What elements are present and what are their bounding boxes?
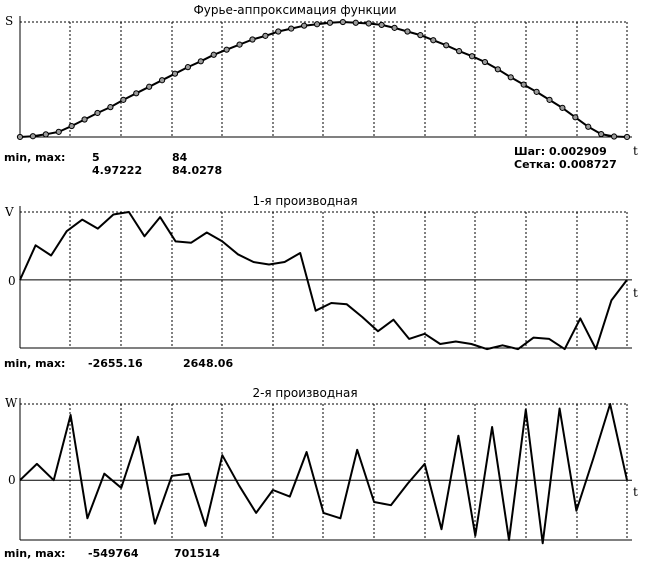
data-point <box>481 58 489 66</box>
data-point <box>158 77 166 84</box>
data-point <box>378 21 385 29</box>
max-value: 701514 <box>174 547 220 560</box>
minmax-label: min, max: <box>4 151 65 164</box>
data-point <box>55 128 62 135</box>
data-point <box>404 28 411 35</box>
data-point <box>210 51 217 58</box>
data-point <box>533 88 540 95</box>
y-axis-label: W <box>5 396 18 410</box>
data-point <box>443 42 450 49</box>
minmax-label: min, max: <box>4 357 65 370</box>
data-point <box>81 116 88 123</box>
data-point <box>339 18 346 26</box>
data-point <box>559 104 566 111</box>
min-value: -549764 <box>88 547 139 560</box>
x-axis-label: t <box>633 286 638 300</box>
data-point <box>171 70 179 77</box>
data-point <box>417 32 424 39</box>
data-point <box>301 22 308 29</box>
y-axis-label: V <box>4 205 14 219</box>
chart-fourier: Фурье-аппроксимация функции S t min, max… <box>4 3 638 177</box>
data-point <box>365 20 372 27</box>
plot-frame <box>19 16 632 138</box>
data-point <box>313 21 321 28</box>
x-axis-label: t <box>633 144 638 158</box>
step-label: Шаг: 0.002909 <box>514 145 607 158</box>
data-point <box>197 58 204 65</box>
data-point <box>94 109 101 117</box>
data-point <box>326 19 334 26</box>
data-point <box>223 46 230 53</box>
grid-step-label: Сетка: 0.008727 <box>514 158 617 171</box>
min-value: 5 <box>92 151 100 164</box>
data-point <box>456 48 463 55</box>
data-point <box>146 83 153 90</box>
chart-title: Фурье-аппроксимация функции <box>193 3 396 17</box>
plot-frame <box>19 398 632 541</box>
zero-label: 0 <box>8 274 16 288</box>
data-point <box>29 133 37 140</box>
data-point <box>184 64 191 71</box>
data-point <box>598 130 605 138</box>
data-point <box>262 32 269 39</box>
data-point <box>249 36 256 43</box>
zero-label: 0 <box>8 473 16 487</box>
grid <box>20 21 627 137</box>
data-point <box>430 37 437 44</box>
data-point <box>107 104 114 111</box>
data-point <box>16 133 24 141</box>
data-point <box>520 81 527 88</box>
min-value: -2655.16 <box>88 357 143 370</box>
data-point <box>275 28 282 35</box>
plot-frame <box>19 206 632 349</box>
data-point <box>507 74 514 81</box>
data-point <box>572 114 579 121</box>
grid <box>20 403 627 540</box>
data-point <box>42 131 49 138</box>
data-point <box>352 19 359 26</box>
data-point <box>494 66 501 73</box>
x-axis-label: t <box>633 485 638 499</box>
data-point <box>468 53 476 60</box>
data-point <box>236 41 243 48</box>
data-point <box>68 122 75 130</box>
series-markers <box>16 18 631 141</box>
chart-title: 2-я производная <box>252 386 357 400</box>
y-axis-label: S <box>5 14 13 28</box>
series-line <box>19 211 628 351</box>
chart-first-derivative: 1-я производная V 0 t min, max: -2655.16… <box>4 194 638 370</box>
chart-second-derivative: 2-я производная W 0 t min, max: -549764 … <box>4 386 638 560</box>
max-value: 84 <box>172 151 188 164</box>
min-value-precise: 4.97222 <box>92 164 142 177</box>
chart-title: 1-я производная <box>252 194 357 208</box>
data-point <box>610 133 618 140</box>
data-point <box>391 24 398 31</box>
minmax-label: min, max: <box>4 547 65 560</box>
data-point <box>585 123 592 130</box>
max-value-precise: 84.0278 <box>172 164 222 177</box>
max-value: 2648.06 <box>183 357 233 370</box>
data-point <box>623 133 631 141</box>
data-point <box>546 96 553 103</box>
data-point <box>120 96 127 103</box>
series-line <box>19 403 628 545</box>
data-point <box>133 90 140 97</box>
data-point <box>288 25 295 32</box>
